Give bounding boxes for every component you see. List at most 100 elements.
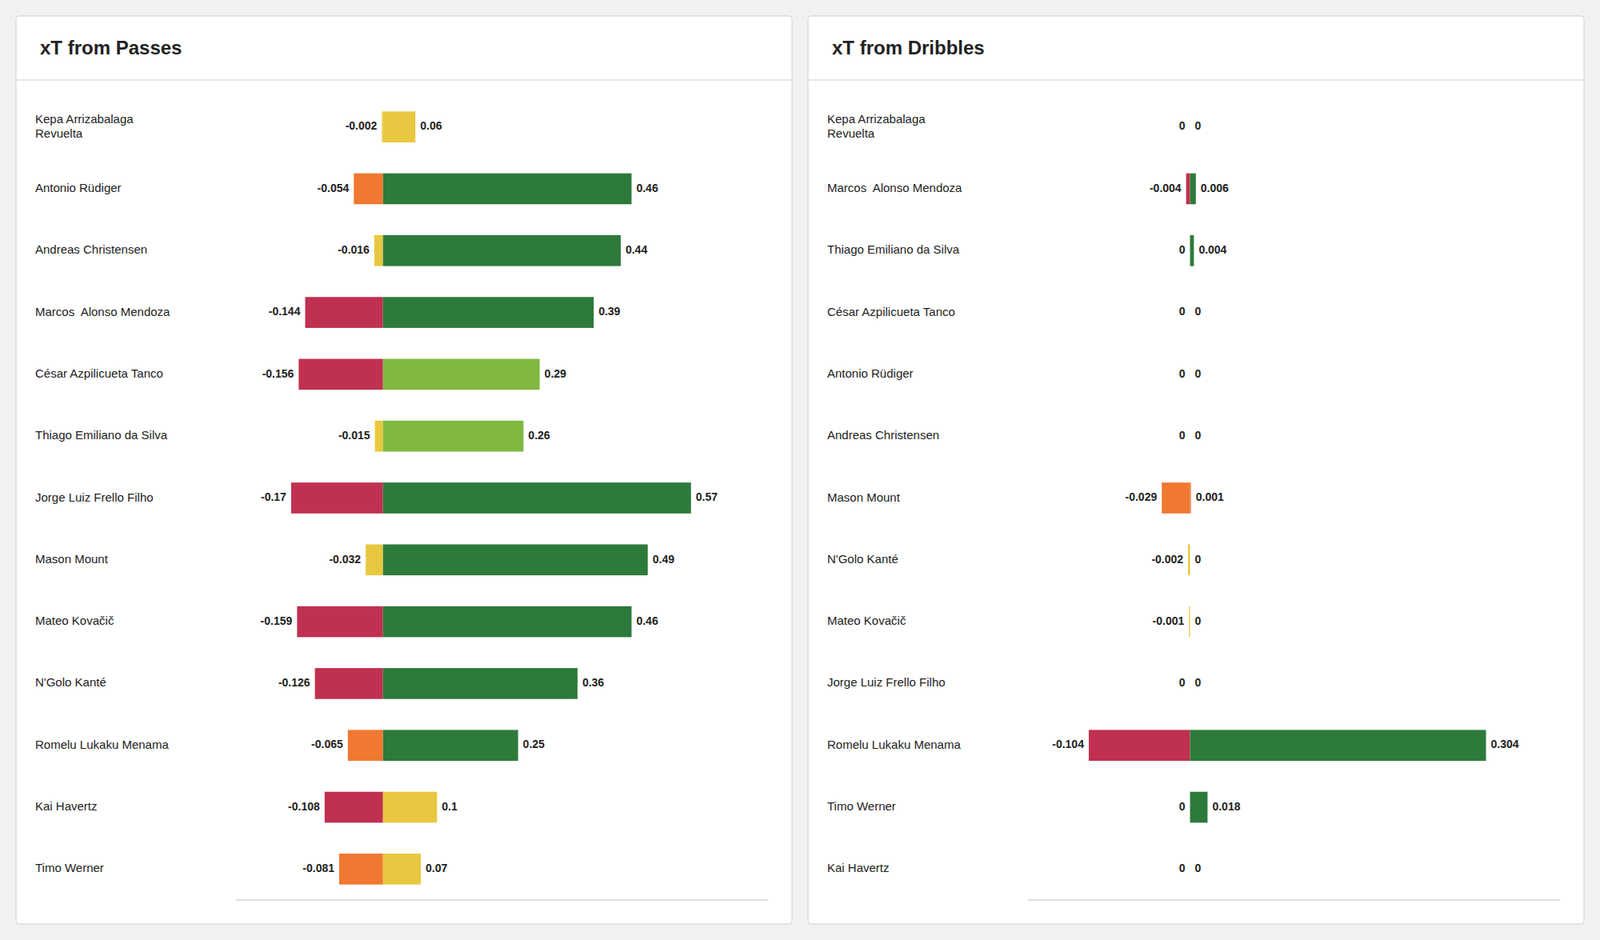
title: xT from Passes	[40, 36, 182, 59]
data-labels: 0-0.0040000-0.029-0.002-0.0010-0.1040000…	[1052, 119, 1520, 875]
bar	[381, 111, 383, 143]
bar	[1189, 853, 1191, 885]
bar	[1188, 606, 1190, 638]
data-label: 0	[1179, 367, 1186, 380]
data-label: 0	[1195, 552, 1202, 566]
category-label: Kepa ArrizabalagaRevuelta	[827, 112, 926, 140]
bar	[1189, 420, 1191, 452]
data-label: 0	[1179, 676, 1186, 689]
data-label: 0.006	[1200, 181, 1229, 195]
panel: xT from Passes Kepa ArrizabalagaRevuelta A…	[16, 16, 792, 924]
data-label: 0.36	[582, 676, 604, 689]
bar	[1189, 296, 1191, 328]
category-label: Thiago Emiliano da Silva	[827, 242, 960, 256]
title: xT from Dribbles	[832, 36, 985, 59]
bar	[1186, 173, 1191, 205]
bar	[1189, 668, 1191, 700]
data-label: 0.001	[1196, 490, 1224, 504]
bar	[1190, 173, 1196, 205]
bar	[291, 482, 384, 514]
bar	[1190, 482, 1192, 514]
bar	[383, 482, 692, 514]
bar	[383, 235, 621, 267]
bar	[375, 420, 384, 452]
category-label: Marcos Alonso Mendoza	[827, 180, 963, 195]
bar	[1190, 235, 1195, 267]
data-label: 0	[1179, 243, 1186, 256]
data-label: -0.002	[345, 119, 378, 132]
bar	[1189, 606, 1191, 638]
bar	[315, 668, 384, 700]
data-label: 0.44	[625, 243, 648, 256]
data-label: 0.07	[425, 861, 448, 875]
bar	[374, 235, 384, 267]
data-label: 0	[1195, 428, 1202, 442]
data-label: 0.46	[636, 614, 658, 628]
category-label: Andreas Christensen	[35, 242, 148, 256]
data-label: 0.304	[1491, 737, 1520, 751]
bar	[1189, 296, 1191, 328]
bar	[383, 296, 594, 328]
data-label: -0.144	[268, 304, 301, 318]
category-label: Jorge Luiz Frello Filho	[827, 675, 946, 689]
data-label: 0	[1179, 304, 1186, 318]
category-label: Mason Mount	[827, 489, 901, 504]
category-label: Jorge Luiz Frello Filho	[35, 489, 154, 504]
data-labels: -0.002-0.054-0.016-0.144-0.156-0.015-0.1…	[260, 119, 719, 875]
data-label: 0.25	[523, 737, 545, 751]
data-label: -0.001	[1152, 614, 1185, 628]
data-label: 0	[1195, 367, 1202, 380]
figure: xT from Passes Kepa ArrizabalagaRevuelta A…	[0, 0, 1600, 940]
bar	[383, 668, 578, 700]
data-label: 0	[1179, 428, 1186, 442]
data-label: -0.029	[1125, 490, 1158, 504]
data-label: -0.108	[288, 800, 320, 813]
data-label: -0.016	[337, 243, 370, 256]
bar	[1189, 111, 1191, 143]
bar	[348, 729, 384, 761]
category-label: César Azpilicueta Tanco	[35, 366, 164, 380]
data-label: -0.032	[328, 552, 361, 566]
title-rule	[808, 80, 1584, 81]
bar	[1189, 544, 1191, 576]
category-label: Kai Havertz	[35, 799, 98, 813]
data-label: 0	[1195, 304, 1202, 318]
bar	[1189, 420, 1191, 452]
category-label: Kepa ArrizabalagaRevuelta	[35, 112, 134, 140]
category-label: Marcos Alonso Mendoza	[35, 304, 171, 319]
data-label: 0	[1195, 614, 1202, 628]
data-label: 0	[1179, 861, 1186, 875]
bars	[1088, 173, 1487, 824]
category-label: Andreas Christensen	[827, 428, 940, 442]
data-label: 0.49	[652, 552, 675, 566]
data-label: 0.018	[1212, 800, 1240, 813]
title-rule	[16, 80, 792, 81]
data-label: -0.065	[311, 737, 344, 751]
data-label: 0.46	[636, 181, 658, 195]
data-label: 0.004	[1198, 243, 1227, 256]
data-label: 0.29	[544, 367, 567, 380]
bar	[304, 296, 383, 328]
data-label: -0.004	[1149, 181, 1182, 195]
bar	[324, 792, 384, 824]
bar	[1189, 668, 1191, 700]
data-label: -0.015	[338, 428, 371, 442]
data-label: -0.17	[260, 490, 287, 504]
category-label: César Azpilicueta Tanco	[827, 304, 956, 319]
category-label: Mason Mount	[35, 552, 109, 566]
panel-background	[808, 16, 1584, 924]
data-label: 0	[1195, 861, 1202, 875]
bar	[1161, 482, 1190, 514]
bar	[353, 173, 383, 205]
x-axis-line	[1028, 900, 1560, 901]
data-label: 0.26	[528, 428, 550, 442]
category-label: Timo Werner	[35, 860, 104, 875]
bar	[1189, 853, 1191, 885]
panel-background	[16, 16, 792, 924]
category-label: Kai Havertz	[827, 860, 890, 875]
category-label: N'Golo Kanté	[35, 675, 107, 689]
bar	[383, 606, 632, 638]
bars	[291, 111, 692, 884]
category-label: Antonio Rüdiger	[35, 180, 122, 195]
bar	[1189, 111, 1191, 143]
